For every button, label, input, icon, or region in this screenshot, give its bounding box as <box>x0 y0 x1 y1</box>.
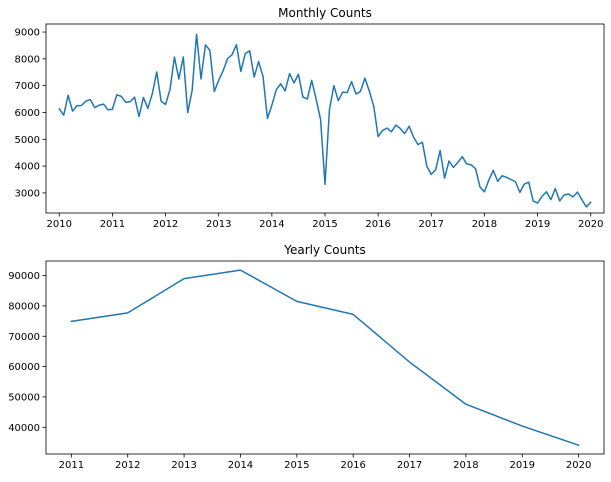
x-tick-label: 2011 <box>59 460 84 471</box>
y-tick-label: 8000 <box>15 54 40 65</box>
y-tick-label: 7000 <box>15 81 40 92</box>
monthly-chart-title: Monthly Counts <box>278 6 372 20</box>
yearly-counts-line <box>70 269 580 447</box>
x-tick-label: 2018 <box>472 219 497 230</box>
x-tick-label: 2016 <box>365 219 390 230</box>
y-tick-label: 5000 <box>15 135 40 146</box>
x-tick-label: 2012 <box>115 460 140 471</box>
monthly-counts-panel: Monthly Counts 2010 2011 2012 2013 2014 2015 2… <box>15 6 605 230</box>
x-tick-label: 2014 <box>259 219 284 230</box>
x-tick-label: 2015 <box>312 219 337 230</box>
y-tick-label: 40000 <box>8 423 40 434</box>
x-tick-label: 2018 <box>453 460 478 471</box>
y-tick-label: 4000 <box>15 162 40 173</box>
x-tick-label: 2014 <box>228 460 253 471</box>
y-tick-label: 3000 <box>15 188 40 199</box>
x-tick-label: 2011 <box>100 219 125 230</box>
y-tick-label: 70000 <box>8 332 40 343</box>
yearly-plot-frame <box>45 260 605 455</box>
x-tick-label: 2017 <box>397 460 422 471</box>
x-tick-label: 2012 <box>153 219 178 230</box>
x-tick-label: 2010 <box>47 219 72 230</box>
x-tick-label: 2019 <box>510 460 535 471</box>
y-tick-label: 6000 <box>15 108 40 119</box>
yearly-chart-title: Yearly Counts <box>283 243 366 257</box>
x-tick-label: 2020 <box>566 460 591 471</box>
x-tick-label: 2020 <box>578 219 603 230</box>
x-tick-label: 2015 <box>284 460 309 471</box>
y-tick-label: 90000 <box>8 271 40 282</box>
y-tick-label: 60000 <box>8 362 40 373</box>
x-tick-label: 2016 <box>340 460 365 471</box>
x-tick-label: 2017 <box>419 219 444 230</box>
y-tick-label: 80000 <box>8 301 40 312</box>
x-tick-label: 2013 <box>206 219 231 230</box>
x-tick-label: 2019 <box>525 219 550 230</box>
yearly-counts-panel: Yearly Counts 2011 2012 2013 2014 2015 2016 20… <box>8 243 605 471</box>
monthly-counts-line <box>58 33 592 208</box>
y-tick-label: 9000 <box>15 28 40 39</box>
x-tick-label: 2013 <box>171 460 196 471</box>
y-tick-label: 50000 <box>8 392 40 403</box>
